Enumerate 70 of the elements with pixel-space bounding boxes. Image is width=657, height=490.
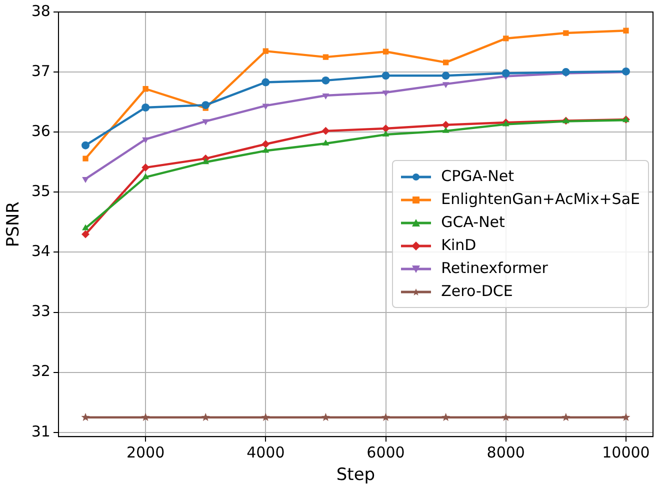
point bbox=[382, 72, 390, 80]
point bbox=[622, 412, 630, 422]
point bbox=[502, 69, 510, 78]
x-tick-label: 4000 bbox=[246, 443, 285, 462]
point bbox=[82, 156, 88, 162]
y-axis-title: PSNR bbox=[4, 201, 24, 248]
x-tick-label: 6000 bbox=[366, 443, 405, 462]
point bbox=[502, 412, 510, 422]
point bbox=[142, 164, 150, 172]
y-tick-label: 33 bbox=[31, 302, 50, 320]
y-tick-label: 38 bbox=[31, 2, 50, 20]
point bbox=[503, 36, 509, 42]
point bbox=[82, 230, 90, 238]
point bbox=[141, 412, 150, 422]
point bbox=[262, 146, 270, 153]
point bbox=[261, 412, 270, 422]
y-tick-label: 35 bbox=[31, 182, 50, 200]
y-tick-label: 31 bbox=[31, 422, 50, 440]
point bbox=[322, 140, 330, 146]
legend-label: KinD bbox=[441, 235, 476, 256]
point bbox=[202, 101, 210, 110]
point bbox=[82, 224, 89, 230]
point bbox=[142, 173, 150, 180]
point bbox=[82, 141, 90, 150]
x-tick-label: 2000 bbox=[126, 443, 165, 462]
y-tick-label: 37 bbox=[31, 62, 50, 80]
y-tick-label: 34 bbox=[31, 242, 50, 260]
point bbox=[381, 412, 390, 422]
point bbox=[201, 412, 210, 422]
point bbox=[442, 120, 450, 129]
point bbox=[322, 76, 330, 84]
point bbox=[442, 72, 450, 80]
point bbox=[442, 126, 450, 133]
point bbox=[382, 48, 389, 54]
point bbox=[563, 30, 569, 36]
point bbox=[382, 124, 390, 133]
y-tick-label: 36 bbox=[31, 122, 50, 140]
point bbox=[442, 82, 450, 88]
point bbox=[442, 60, 449, 66]
legend-label: EnlightenGan+AcMix+SaE bbox=[441, 189, 640, 210]
point bbox=[262, 140, 270, 148]
point bbox=[622, 67, 630, 76]
point bbox=[142, 103, 150, 112]
point bbox=[142, 137, 150, 144]
x-axis-title: Step bbox=[336, 465, 376, 486]
y-tick-label: 32 bbox=[31, 362, 50, 380]
point bbox=[562, 68, 570, 76]
point bbox=[322, 126, 330, 135]
point bbox=[262, 104, 270, 110]
point bbox=[382, 90, 390, 96]
point bbox=[202, 158, 210, 164]
point bbox=[322, 54, 329, 60]
legend-label: Zero-DCE bbox=[441, 281, 513, 302]
point bbox=[442, 412, 450, 422]
point bbox=[262, 48, 268, 54]
point bbox=[321, 412, 330, 422]
point bbox=[82, 176, 89, 183]
point bbox=[382, 130, 390, 137]
legend-label: GCA-Net bbox=[441, 212, 505, 233]
point bbox=[623, 28, 629, 34]
legend-label: Retinexformer bbox=[441, 258, 548, 279]
point bbox=[202, 119, 210, 126]
x-tick-label: 10000 bbox=[602, 443, 650, 462]
point bbox=[142, 86, 148, 92]
point bbox=[81, 412, 90, 422]
point bbox=[262, 78, 270, 86]
point bbox=[562, 412, 570, 422]
point bbox=[322, 93, 330, 100]
legend-label: CPGA-Net bbox=[441, 166, 514, 187]
x-tick-label: 8000 bbox=[486, 443, 525, 462]
